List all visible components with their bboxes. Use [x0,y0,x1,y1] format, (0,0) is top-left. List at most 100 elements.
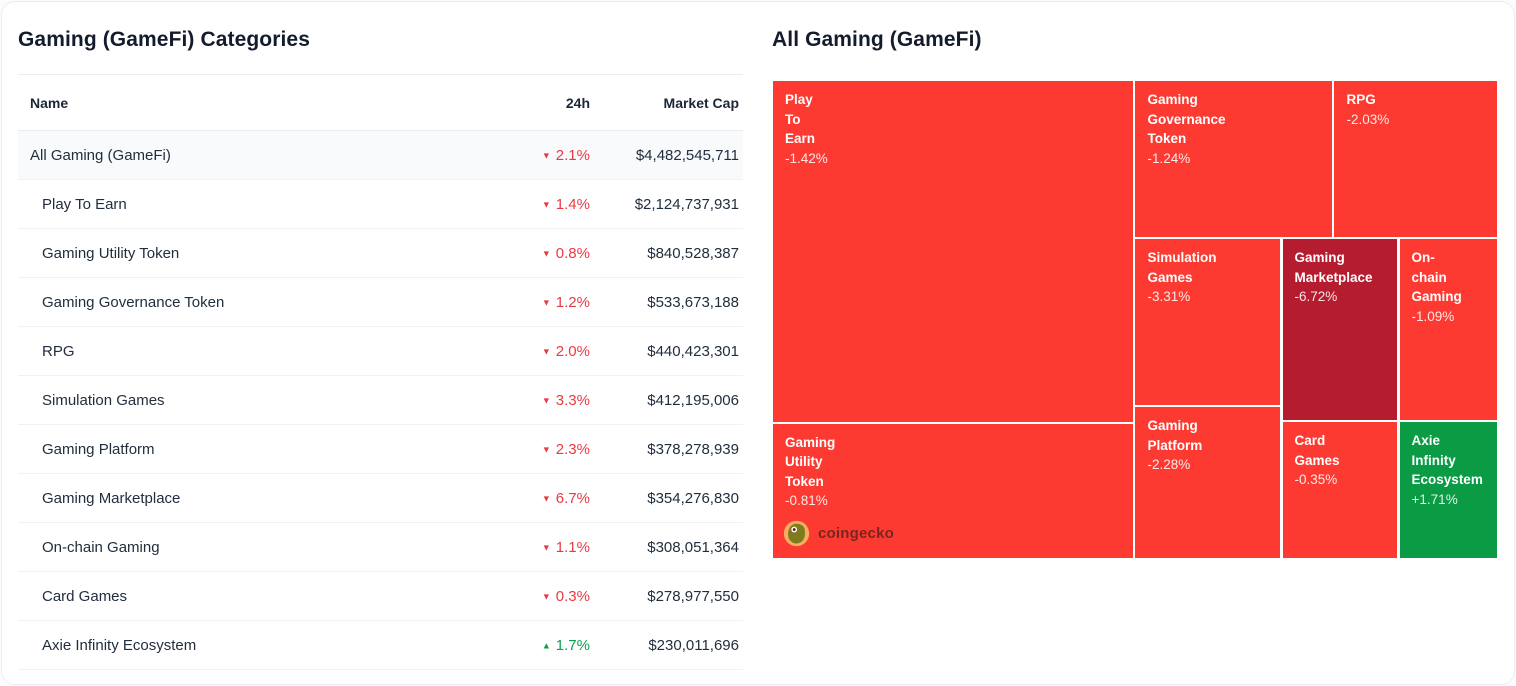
tile-name: Play To Earn [785,92,816,146]
tile-change: -0.81% [785,493,828,509]
tile-name: Axie Infinity Ecosystem [1411,433,1483,488]
row-market-cap: $308,051,364 [647,538,739,556]
table-row[interactable]: Gaming Utility Token ▼ 0.8% $840,528,387 [18,229,743,278]
row-market-cap: $4,482,545,711 [635,146,739,164]
row-change: ▼ 2.0% [470,343,590,360]
change-arrow-icon: ▼ [541,591,551,601]
row-change: ▼ 3.3% [470,392,590,409]
tile-name: Gaming Governance Token [1147,92,1226,146]
row-market-cap: $840,528,387 [647,244,739,262]
treemap-tile-gaming-marketplace[interactable]: Gaming Marketplace -6.72% [1281,238,1399,422]
change-arrow-icon: ▼ [541,395,551,405]
table-row[interactable]: Card Games ▼ 0.3% $278,977,550 [18,572,743,621]
change-arrow-icon: ▼ [541,297,551,307]
table-row[interactable]: Axie Infinity Ecosystem ▲ 1.7% $230,011,6… [18,621,743,670]
table-row[interactable]: All Gaming (GameFi) ▼ 2.1% $4,482,545,711 [18,131,743,180]
row-change-value: 6.7% [555,489,590,507]
tile-change: -6.72% [1294,289,1338,305]
table-row[interactable]: RPG ▼ 2.0% $440,423,301 [18,327,743,376]
treemap-tile-gaming-platform[interactable]: Gaming Platform -2.28% [1134,406,1281,559]
tile-name: Gaming Utility Token [785,434,836,489]
column-header-name[interactable]: Name [30,94,69,111]
tile-name: Simulation Games [1147,250,1217,285]
row-name: Gaming Marketplace [42,489,181,507]
tile-name: Gaming Platform [1147,418,1203,453]
row-change-value: 1.1% [555,538,590,556]
table-row[interactable]: Gaming Platform ▼ 2.3% $378,278,939 [18,425,743,474]
row-name: Axie Infinity Ecosystem [42,636,197,654]
tile-change: -2.03% [1346,111,1390,127]
row-market-cap: $2,124,737,931 [634,195,739,213]
treemap-tile-gaming-utility-token[interactable]: Gaming Utility Token -0.81% [772,422,1134,559]
change-arrow-icon: ▼ [541,493,551,503]
treemap-tile-card-games[interactable]: Card Games -0.35% [1281,421,1399,559]
tile-change: -2.28% [1147,457,1191,473]
row-change-value: 0.3% [555,587,590,605]
column-header-24h[interactable]: 24h [565,94,590,111]
tile-change: -1.42% [785,150,828,166]
row-market-cap: $278,977,550 [647,587,739,605]
row-change-value: 2.1% [555,146,590,164]
categories-panel: Gaming (GameFi) Categories Name 24h Mark… [18,28,743,670]
row-name: Play To Earn [42,195,127,213]
row-change-value: 3.3% [555,391,590,409]
row-name: Simulation Games [42,391,165,409]
change-arrow-icon: ▼ [541,150,551,160]
row-change-value: 1.4% [555,195,590,213]
row-change: ▼ 2.3% [470,441,590,458]
treemap-tile-gaming-governance-token[interactable]: Gaming Governance Token -1.24% [1134,80,1333,239]
table-row[interactable]: Gaming Governance Token ▼ 1.2% $533,673,1… [18,278,743,327]
row-change: ▼ 0.8% [470,245,590,262]
tile-change: -1.09% [1411,308,1455,324]
row-market-cap: $354,276,830 [647,489,739,507]
treemap-tile-simulation-games[interactable]: Simulation Games -3.31% [1134,238,1281,407]
row-name: Gaming Platform [42,440,155,458]
row-name: Gaming Governance Token [42,293,225,311]
row-name: Card Games [42,587,128,605]
column-header-market-cap[interactable]: Market Cap [663,94,739,111]
tile-change: -1.24% [1147,150,1191,166]
table-row[interactable]: Gaming Marketplace ▼ 6.7% $354,276,830 [18,474,743,523]
row-change-value: 2.0% [555,342,590,360]
tile-name: RPG [1346,92,1376,107]
change-arrow-icon: ▼ [541,199,551,209]
tile-change: -0.35% [1294,472,1338,488]
row-name: On-chain Gaming [42,538,160,556]
page-title: Gaming (GameFi) Categories [18,28,310,51]
row-name: Gaming Utility Token [42,244,180,262]
table-row[interactable]: On-chain Gaming ▼ 1.1% $308,051,364 [18,523,743,572]
treemap-tile-play-to-earn[interactable]: Play To Earn -1.42% [772,80,1134,423]
treemap-tile-rpg[interactable]: RPG -2.03% [1333,80,1498,239]
treemap-tile-on-chain-gaming[interactable]: On-chain Gaming -1.09% [1398,238,1498,422]
row-market-cap: $533,673,188 [647,293,739,311]
row-change-value: 1.7% [555,636,590,654]
tile-change: +1.71% [1411,491,1458,507]
row-change: ▼ 2.1% [470,147,590,164]
row-change: ▼ 1.2% [470,294,590,311]
row-market-cap: $412,195,006 [647,391,739,409]
categories-table: Name 24h Market Cap All Gaming (GameFi) … [18,74,743,670]
tile-name: On-chain Gaming [1411,250,1462,305]
table-row[interactable]: Simulation Games ▼ 3.3% $412,195,006 [18,376,743,425]
table-header: Name 24h Market Cap [18,75,743,131]
tile-name: Card Games [1294,433,1340,468]
row-change: ▲ 1.7% [470,637,590,654]
row-change: ▼ 1.4% [470,196,590,213]
change-arrow-icon: ▲ [541,640,551,650]
row-market-cap: $378,278,939 [647,440,739,458]
row-name: All Gaming (GameFi) [30,146,171,164]
row-change: ▼ 1.1% [470,539,590,556]
change-arrow-icon: ▼ [541,542,551,552]
tile-change: -3.31% [1147,289,1191,305]
change-arrow-icon: ▼ [541,346,551,356]
heatmap-title: All Gaming (GameFi) [772,28,982,51]
treemap-tile-axie-infinity-ecosystem[interactable]: Axie Infinity Ecosystem +1.71% [1398,421,1498,559]
row-change: ▼ 6.7% [470,490,590,507]
row-name: RPG [42,342,75,360]
row-change: ▼ 0.3% [470,588,590,605]
table-row[interactable]: Play To Earn ▼ 1.4% $2,124,737,931 [18,180,743,229]
row-change-value: 1.2% [555,293,590,311]
row-market-cap: $230,011,696 [648,636,739,654]
row-change-value: 2.3% [555,440,590,458]
